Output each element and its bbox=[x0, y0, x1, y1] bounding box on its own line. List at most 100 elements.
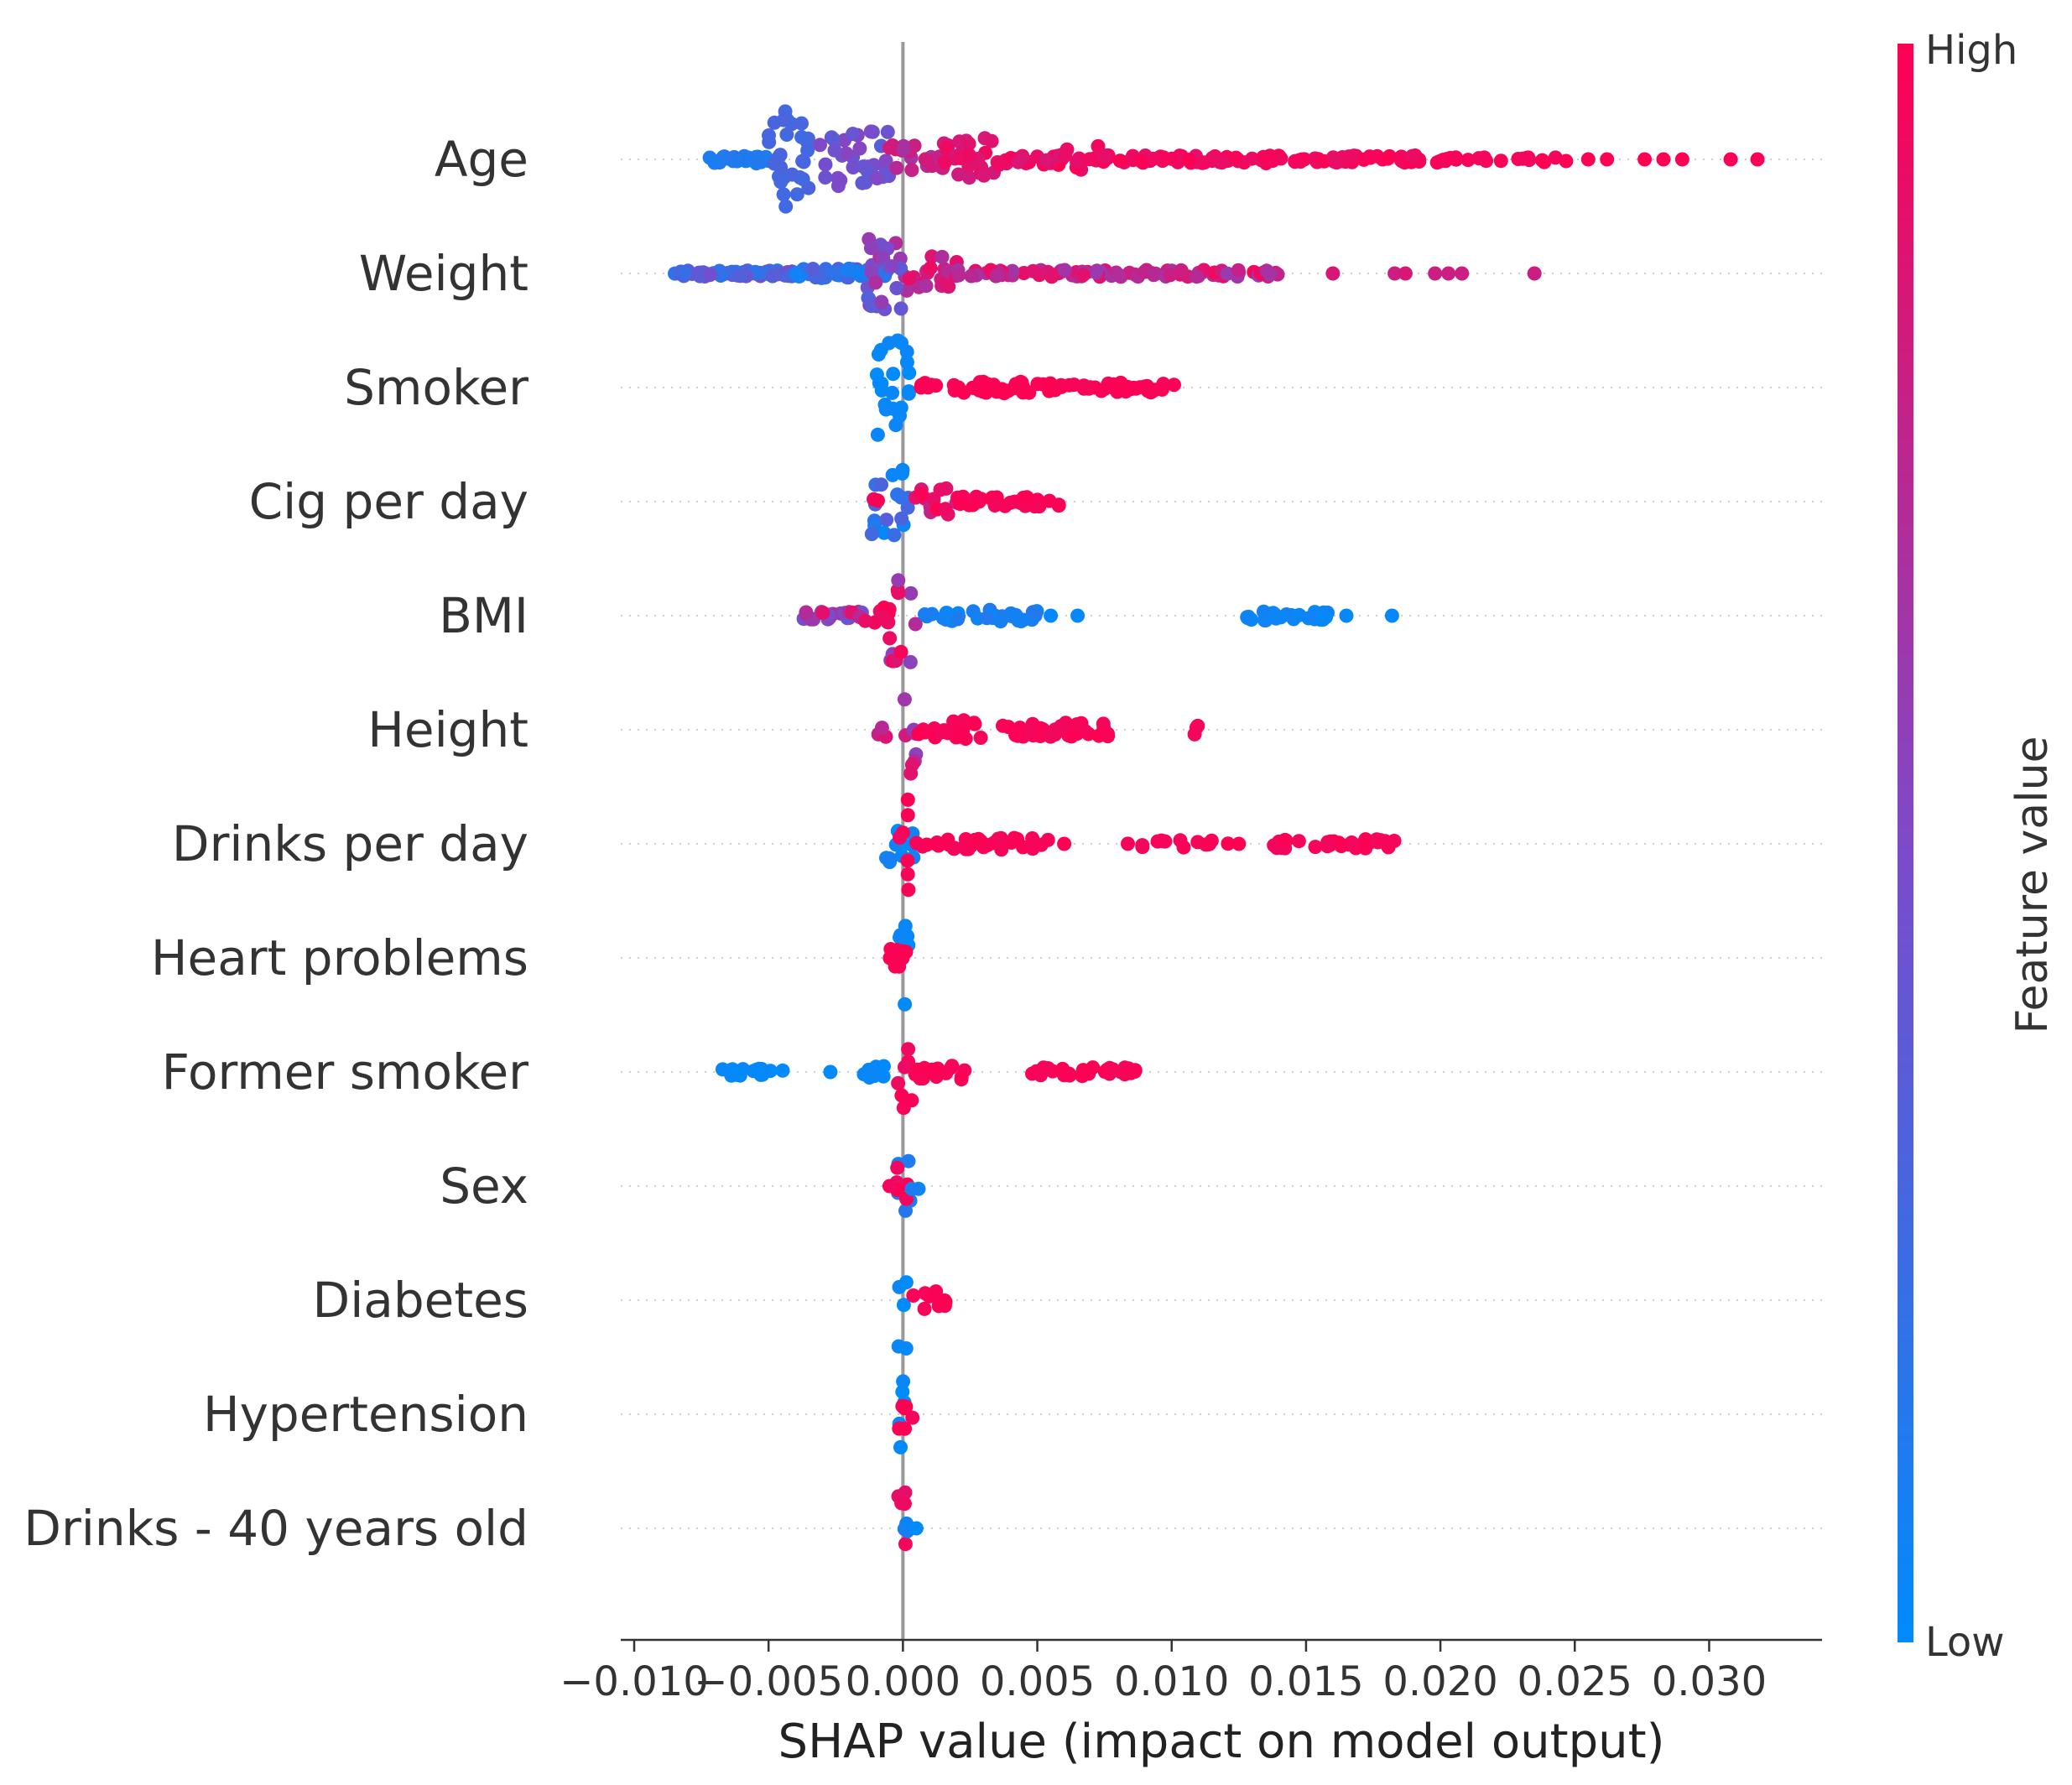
shap-point bbox=[901, 882, 916, 898]
shap-point bbox=[886, 367, 901, 382]
shap-point bbox=[994, 842, 1009, 857]
shap-point bbox=[1163, 268, 1178, 283]
shap-point bbox=[996, 718, 1010, 733]
shap-point bbox=[1308, 840, 1323, 855]
shap-point bbox=[1055, 1061, 1070, 1076]
shap-point bbox=[728, 1064, 743, 1079]
shap-point bbox=[893, 930, 907, 945]
shap-point bbox=[1051, 497, 1066, 513]
shap-point bbox=[1371, 835, 1385, 850]
x-tick-label: 0.015 bbox=[1248, 1658, 1363, 1705]
shap-point bbox=[918, 152, 933, 167]
shap-point bbox=[863, 241, 878, 256]
x-axis-ticks: −0.010−0.005 0.000 0.005 0.010 0.015 0.020 0.0… bbox=[560, 1640, 1767, 1705]
feature-label: BMI bbox=[439, 587, 528, 644]
feature-label: Height bbox=[367, 701, 528, 758]
shap-point bbox=[1522, 153, 1537, 168]
shap-point bbox=[1106, 377, 1121, 392]
shap-point bbox=[1479, 154, 1494, 169]
shap-point bbox=[966, 604, 981, 619]
shap-point bbox=[897, 692, 912, 707]
shap-point bbox=[1025, 841, 1040, 856]
shap-point bbox=[1267, 606, 1282, 622]
shap-point bbox=[956, 713, 971, 728]
shap-point bbox=[1241, 609, 1256, 624]
shap-point bbox=[901, 1153, 916, 1168]
x-tick-label: −0.010 bbox=[560, 1658, 709, 1705]
feature-label: Smoker bbox=[344, 359, 528, 416]
shap-point bbox=[707, 155, 722, 170]
shap-point bbox=[762, 128, 776, 143]
shap-point bbox=[805, 262, 820, 277]
shap-point bbox=[898, 1399, 914, 1414]
shap-point bbox=[776, 112, 791, 128]
shap-point bbox=[989, 268, 1004, 284]
shap-point bbox=[1380, 151, 1395, 166]
shap-point bbox=[962, 148, 976, 163]
shap-point bbox=[931, 838, 946, 853]
shap-point bbox=[1070, 717, 1084, 732]
shap-point bbox=[924, 249, 940, 264]
shap-point bbox=[953, 497, 968, 512]
shap-point bbox=[900, 500, 915, 515]
shap-point bbox=[1228, 150, 1243, 165]
shap-point bbox=[879, 513, 894, 528]
shap-point bbox=[1015, 150, 1030, 165]
feature-label: Drinks per day bbox=[172, 815, 528, 872]
shap-point bbox=[818, 170, 833, 185]
shap-point bbox=[775, 1063, 790, 1078]
shap-point bbox=[901, 386, 916, 401]
shap-point bbox=[898, 1203, 913, 1218]
feature-points-row bbox=[869, 333, 1181, 442]
shap-point bbox=[892, 959, 907, 974]
shap-point bbox=[1262, 267, 1278, 282]
shap-point bbox=[1102, 1060, 1117, 1075]
shap-point bbox=[795, 172, 810, 186]
shap-point bbox=[908, 1521, 924, 1536]
x-axis-title: SHAP value (impact on model output) bbox=[778, 1715, 1665, 1769]
shap-point bbox=[858, 613, 872, 628]
feature-points-row bbox=[891, 1275, 953, 1356]
shap-point bbox=[1428, 266, 1443, 281]
feature-points-row bbox=[891, 1485, 924, 1552]
shap-point bbox=[940, 140, 954, 155]
shap-point bbox=[880, 124, 895, 139]
shap-point bbox=[1040, 832, 1055, 847]
shap-point bbox=[1527, 266, 1542, 281]
shap-point bbox=[1181, 153, 1196, 168]
shap-point bbox=[904, 1181, 919, 1196]
shap-point bbox=[839, 146, 854, 161]
shap-point bbox=[1174, 263, 1189, 278]
shap-point bbox=[796, 154, 811, 169]
feature-points-row bbox=[796, 573, 1399, 669]
shap-point bbox=[940, 606, 955, 621]
shap-point bbox=[1387, 266, 1403, 281]
shap-point bbox=[906, 1288, 921, 1303]
shap-point bbox=[991, 831, 1006, 846]
shap-point bbox=[1070, 154, 1085, 169]
x-tick-label: 0.025 bbox=[1518, 1658, 1632, 1705]
feature-points-row bbox=[882, 1153, 926, 1218]
shap-point bbox=[1325, 266, 1341, 281]
shap-point bbox=[1315, 612, 1330, 627]
shap-point bbox=[1339, 608, 1354, 623]
shap-point bbox=[1387, 834, 1402, 848]
shap-point bbox=[1064, 729, 1079, 744]
shap-point bbox=[882, 336, 897, 351]
shap-point bbox=[1278, 833, 1294, 848]
feature-label: Weight bbox=[359, 245, 528, 302]
shap-point bbox=[1290, 608, 1305, 623]
shap-point bbox=[818, 157, 833, 172]
shap-point bbox=[1189, 720, 1204, 735]
shap-point bbox=[1150, 834, 1165, 849]
shap-point bbox=[918, 607, 932, 622]
shap-point bbox=[937, 1298, 952, 1314]
shap-point bbox=[889, 281, 904, 295]
shap-point bbox=[1146, 268, 1161, 283]
shap-point bbox=[1075, 268, 1091, 283]
shap-point bbox=[939, 275, 954, 290]
shap-point bbox=[846, 127, 861, 142]
shap-point bbox=[958, 836, 973, 851]
shap-point bbox=[1723, 152, 1738, 167]
x-tick-label: 0.005 bbox=[980, 1658, 1095, 1705]
